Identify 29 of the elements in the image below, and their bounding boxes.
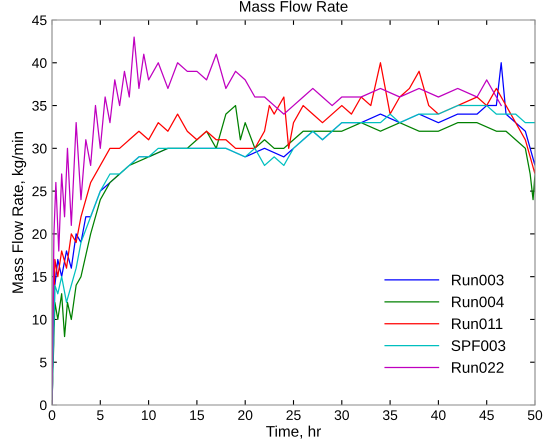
y-tick-label: 10 [32,314,47,325]
y-tick-label: 15 [32,272,47,282]
y-tick-label: 30 [32,144,47,154]
y-tick-label: 35 [32,100,47,111]
x-tick-label: 0 [48,410,56,420]
chart-title: Mass Flow Rate [240,0,348,12]
x-tick-label: 10 [142,410,156,420]
x-tick-label: 15 [190,410,204,420]
x-tick-label: 20 [238,410,252,420]
x-tick-label: 30 [334,410,349,420]
x-tick-label: 40 [430,410,446,420]
x-tick-label: 25 [286,410,301,420]
legend-label: SPF003 [451,340,506,352]
y-tick-label: 5 [40,358,47,368]
legend-label: Run022 [452,362,504,373]
legend-label: Run011 [452,318,502,330]
y-tick-label: 25 [32,186,47,196]
x-axis-title: Time, hr [266,426,321,439]
y-tick-label: 20 [32,229,47,240]
x-tick-label: 5 [96,410,104,420]
y-tick-label: 45 [32,15,47,26]
legend-label: Run003 [452,274,504,286]
x-tick-label: 35 [382,410,398,420]
x-tick-label: 50 [528,410,542,420]
y-tick-label: 40 [32,58,47,68]
y-axis-title: Mass Flow Rate, kg/min [12,132,26,293]
y-tick-label: 0 [40,400,47,410]
x-tick-label: 45 [479,410,494,420]
legend-label: Run004 [452,296,504,308]
